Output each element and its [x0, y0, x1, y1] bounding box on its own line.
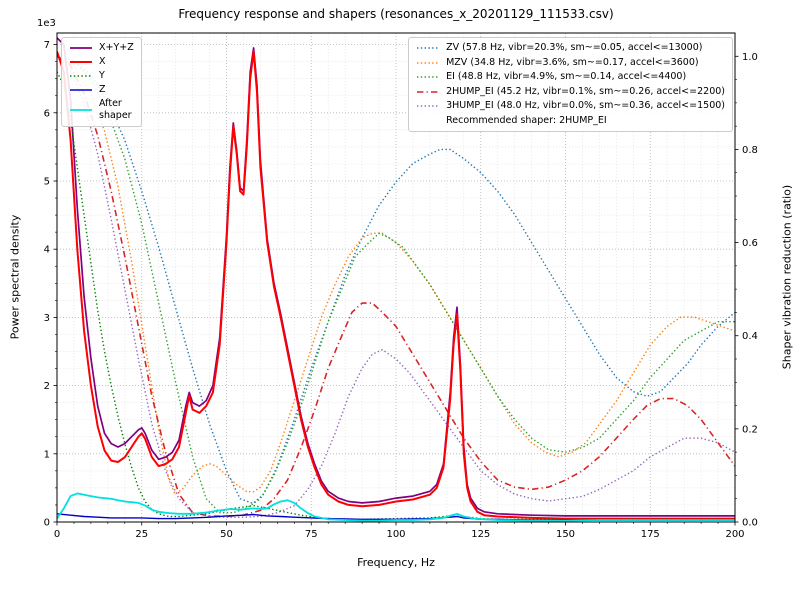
legend-psd: X+Y+Z X Y Z After shaper [61, 37, 142, 127]
legend-label: X+Y+Z [99, 42, 134, 53]
legend-line-z [70, 89, 92, 91]
legend-line-2hump-ei [417, 90, 440, 93]
recommended-shaper-text: Recommended shaper: 2HUMP_EI [446, 114, 607, 126]
series-after-shaper [57, 492, 735, 522]
series-x [57, 50, 735, 520]
legend-item-y: Y [69, 70, 134, 82]
svg-text:7: 7 [44, 40, 50, 51]
legend-label: MZV (34.8 Hz, vibr=3.6%, sm~=0.17, accel… [446, 56, 699, 68]
svg-text:150: 150 [556, 529, 575, 540]
series-3hump-ei [57, 55, 735, 518]
svg-text:50: 50 [220, 529, 233, 540]
legend-label: Z [99, 84, 106, 95]
svg-text:0.6: 0.6 [742, 238, 758, 249]
recommended-shaper-note: Recommended shaper: 2HUMP_EI [416, 115, 725, 128]
svg-text:0: 0 [54, 529, 60, 540]
legend-item-ei: EI (48.8 Hz, vibr=4.9%, sm~=0.14, accel<… [416, 71, 725, 84]
legend-item-2hump-ei: 2HUMP_EI (45.2 Hz, vibr=0.1%, sm~=0.26, … [416, 86, 725, 99]
legend-line-zv [417, 47, 440, 49]
legend-item-x: X [69, 56, 134, 68]
svg-text:125: 125 [471, 529, 490, 540]
legend-label: 3HUMP_EI (48.0 Hz, vibr=0.0%, sm~=0.36, … [446, 100, 725, 111]
svg-text:200: 200 [725, 529, 744, 540]
svg-text:1: 1 [44, 449, 50, 460]
series-mzv [57, 55, 735, 495]
legend-item-mzv: MZV (34.8 Hz, vibr=3.6%, sm~=0.17, accel… [416, 57, 725, 70]
legend-line-ei [417, 76, 440, 78]
right-y-axis-title: Shaper vibration reduction (ratio) [780, 184, 794, 370]
legend-label: X [99, 56, 106, 67]
svg-text:0.4: 0.4 [742, 331, 758, 342]
svg-text:0.0: 0.0 [742, 518, 758, 529]
series-2hump-ei [57, 55, 735, 518]
left-y-axis-title: Power spectral density [8, 214, 22, 340]
svg-text:4: 4 [44, 245, 50, 256]
legend-line-x-y-z [70, 47, 92, 49]
chart-title: Frequency response and shapers (resonanc… [178, 7, 614, 21]
x-axis-title: Frequency, Hz [357, 556, 435, 569]
legend-line-after-shaper [70, 109, 92, 111]
legend-label: EI (48.8 Hz, vibr=4.9%, sm~=0.14, accel<… [446, 71, 687, 82]
legend-item-x-y-z: X+Y+Z [69, 42, 134, 54]
axis-ticks: 0 25 50 75 100 125 150 175 200 0 1 2 3 4 5 6 7 0.0 0.2 0.4 0… [44, 40, 758, 540]
svg-text:3: 3 [44, 313, 50, 324]
legend-item-3hump-ei: 3HUMP_EI (48.0 Hz, vibr=0.0%, sm~=0.36, … [416, 100, 725, 113]
svg-text:1.0: 1.0 [742, 52, 758, 63]
legend-label: ZV (57.8 Hz, vibr=20.3%, sm~=0.05, accel… [446, 42, 703, 53]
legend-line-y [70, 75, 92, 77]
legend-shapers: ZV (57.8 Hz, vibr=20.3%, sm~=0.05, accel… [408, 37, 733, 132]
svg-text:25: 25 [135, 529, 148, 540]
svg-text:75: 75 [305, 529, 318, 540]
series-lines [57, 37, 735, 522]
legend-line-x [70, 61, 92, 63]
svg-text:0: 0 [44, 518, 50, 529]
svg-text:175: 175 [641, 529, 660, 540]
legend-label: Y [99, 70, 105, 81]
legend-line-3hump-ei [417, 105, 440, 107]
series-zv [57, 55, 735, 505]
svg-text:100: 100 [386, 529, 405, 540]
svg-text:5: 5 [44, 176, 50, 187]
legend-label: 2HUMP_EI (45.2 Hz, vibr=0.1%, sm~=0.26, … [446, 85, 725, 97]
legend-line-mzv [417, 62, 440, 64]
series-ei [57, 55, 735, 514]
svg-text:0.2: 0.2 [742, 424, 758, 435]
svg-text:0.8: 0.8 [742, 145, 758, 156]
y-axis-scale-offset: 1e3 [37, 18, 56, 29]
legend-item-zv: ZV (57.8 Hz, vibr=20.3%, sm~=0.05, accel… [416, 42, 725, 55]
svg-text:2: 2 [44, 381, 50, 392]
svg-text:6: 6 [44, 108, 50, 119]
legend-label: After shaper [99, 98, 132, 121]
legend-item-z: Z [69, 84, 134, 96]
legend-item-after-shaper: After shaper [69, 98, 134, 122]
